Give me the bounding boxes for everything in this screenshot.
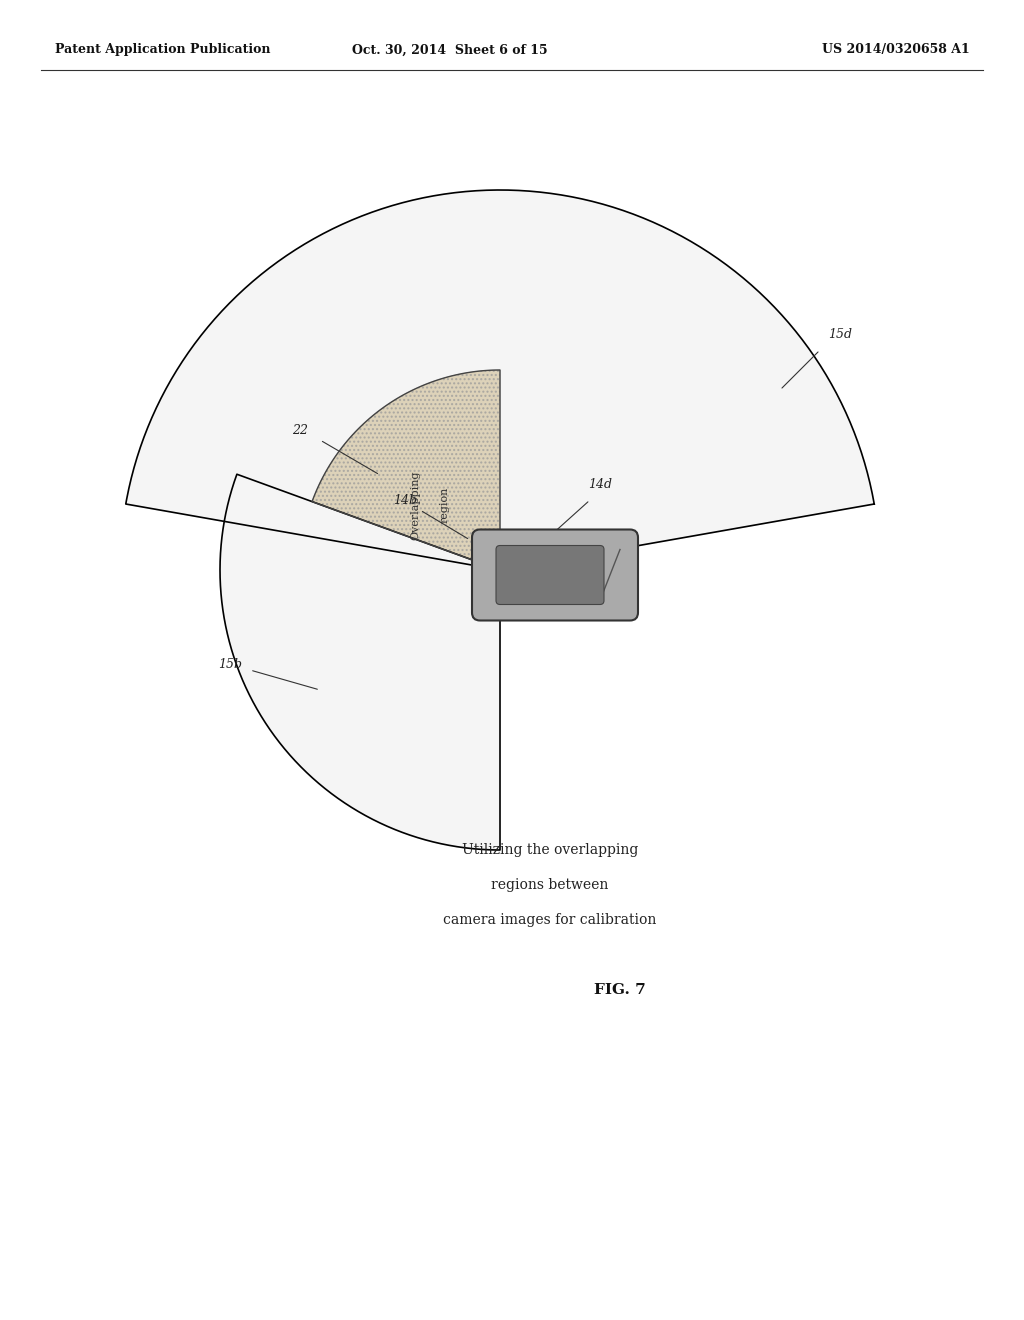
Text: Utilizing the overlapping: Utilizing the overlapping: [462, 843, 638, 857]
Text: regions between: regions between: [492, 878, 608, 892]
Text: Oct. 30, 2014  Sheet 6 of 15: Oct. 30, 2014 Sheet 6 of 15: [352, 44, 548, 57]
Polygon shape: [126, 190, 874, 570]
Text: Overlapping: Overlapping: [410, 470, 420, 540]
Text: FIG. 7: FIG. 7: [594, 983, 646, 997]
FancyBboxPatch shape: [472, 529, 638, 620]
Text: 14b: 14b: [393, 494, 417, 507]
Text: US 2014/0320658 A1: US 2014/0320658 A1: [822, 44, 970, 57]
Text: 15b: 15b: [218, 659, 242, 672]
Polygon shape: [312, 370, 500, 570]
Text: Patent Application Publication: Patent Application Publication: [55, 44, 270, 57]
FancyBboxPatch shape: [496, 545, 604, 605]
Text: 22: 22: [292, 424, 308, 437]
Text: 15d: 15d: [828, 329, 852, 342]
Text: 14d: 14d: [588, 479, 612, 491]
Text: region: region: [440, 487, 450, 523]
Text: camera images for calibration: camera images for calibration: [443, 913, 656, 927]
Polygon shape: [220, 474, 500, 850]
